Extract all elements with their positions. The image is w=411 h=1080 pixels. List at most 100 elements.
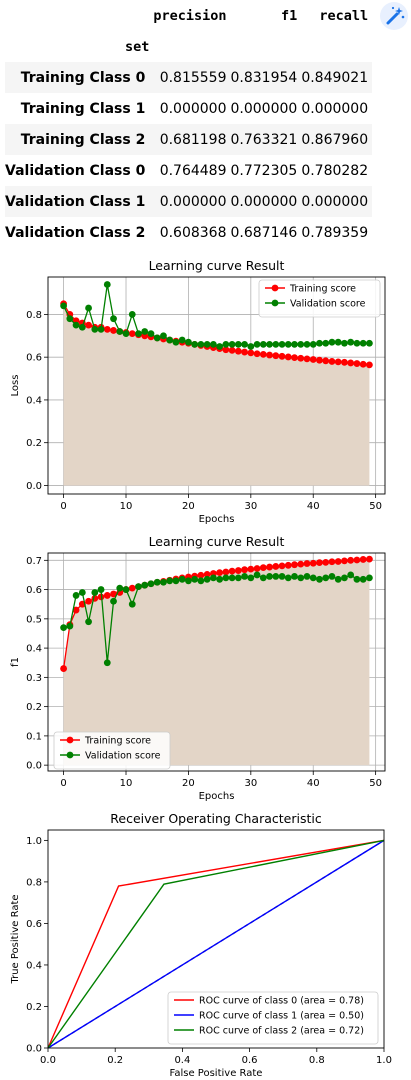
- training-score-point: [347, 556, 355, 564]
- legend-entry: Training score: [289, 284, 356, 295]
- validation-score-point: [160, 332, 167, 340]
- row-label: Validation Class 1: [5, 193, 146, 210]
- training-score-point: [284, 353, 292, 361]
- validation-score-point: [247, 343, 255, 350]
- chart-legend: ROC curve of class 0 (area = 0.78) ROC cu…: [167, 991, 379, 1045]
- column-header-f1: f1: [281, 7, 298, 24]
- validation-score-point: [91, 325, 99, 333]
- validation-score-point: [153, 334, 161, 342]
- legend-entry: ROC curve of class 0 (area = 0.78): [199, 996, 364, 1007]
- training-score-point: [303, 560, 311, 567]
- magic-wand-button[interactable]: [380, 2, 408, 30]
- training-score-point: [272, 352, 280, 360]
- x-tick-label: 30: [244, 501, 257, 512]
- validation-score-point: [291, 573, 298, 580]
- training-score-point: [328, 558, 336, 566]
- validation-score-point: [153, 578, 161, 586]
- validation-score-point: [110, 597, 117, 605]
- x-tick-label: 0.4: [174, 1055, 190, 1066]
- x-tick-label: 0: [60, 501, 66, 512]
- training-score-point: [128, 330, 136, 338]
- roc-curve-of-class-0-area-0-78-line: [47, 839, 385, 1049]
- training-score-point: [353, 360, 361, 367]
- validation-score-point: [141, 328, 149, 335]
- training-score-point: [241, 348, 248, 356]
- training-score-point: [85, 321, 92, 329]
- y-tick-label: 0.4: [26, 960, 42, 971]
- table-header-row: precision f1 recall: [5, 0, 372, 31]
- y-tick-label: 1.0: [26, 836, 42, 847]
- training-score-point: [228, 346, 236, 354]
- validation-score-point: [160, 578, 167, 586]
- training-score-point: [266, 563, 273, 571]
- validation-score-point: [316, 339, 323, 347]
- validation-score-point: [341, 574, 348, 582]
- training-score-point: [72, 606, 80, 614]
- validation-score-point: [116, 328, 124, 335]
- legend-entry: ROC curve of class 2 (area = 0.72): [199, 1026, 364, 1037]
- training-score-point: [365, 555, 373, 563]
- validation-score-point: [234, 574, 242, 582]
- validation-score-point: [97, 586, 105, 593]
- validation-score-point: [209, 574, 217, 582]
- x-tick-label: 0: [60, 778, 66, 789]
- validation-score-point: [197, 340, 205, 348]
- validation-score-point: [266, 573, 273, 580]
- validation-score-point: [334, 338, 342, 346]
- training-score-point: [322, 357, 330, 365]
- magic-wand-icon: [386, 6, 405, 25]
- training-score-point: [353, 556, 361, 564]
- table-row: Training Class 0 0.815559 0.831954 0.849…: [5, 62, 373, 93]
- y-tick-label: 0.0: [26, 481, 42, 492]
- validation-score-point: [85, 618, 92, 626]
- validation-score-point: [203, 575, 211, 583]
- training-score-point: [334, 358, 342, 366]
- validation-score-point: [234, 340, 242, 348]
- y-tick-label: 0.0: [26, 1044, 42, 1055]
- table-row: Training Class 1 0.000000 0.000000 0.000…: [5, 93, 372, 124]
- validation-score-point: [259, 574, 267, 582]
- chart-title: Learning curve Result: [149, 534, 285, 549]
- training-score-point: [309, 559, 317, 567]
- validation-score-point: [322, 339, 330, 347]
- training-score-point: [316, 559, 323, 567]
- validation-score-point: [278, 573, 286, 580]
- chart-legend: Training score Validation score: [53, 731, 171, 770]
- training-score-point: [128, 584, 136, 592]
- training-score-point: [316, 356, 323, 364]
- column-header-recall: recall: [319, 7, 369, 24]
- validation-score-point: [122, 586, 130, 593]
- validation-score-point: [284, 340, 292, 348]
- roc-curve-of-class-2-area-0-72-line: [47, 839, 385, 1049]
- validation-score-point: [116, 584, 124, 592]
- x-tick-label: 50: [369, 501, 382, 512]
- legend-marker-swatch: [271, 299, 279, 307]
- validation-score-point: [172, 577, 180, 585]
- validation-score-point: [222, 574, 230, 582]
- validation-score-point: [222, 340, 230, 348]
- validation-score-point: [78, 323, 86, 331]
- validation-score-point: [297, 574, 305, 582]
- validation-score-point: [347, 571, 355, 579]
- validation-score-point: [66, 315, 74, 323]
- plot-frame: [47, 552, 386, 772]
- training-score-point: [103, 592, 111, 599]
- row-label: Validation Class 0: [5, 162, 146, 179]
- training-score-point: [334, 558, 342, 565]
- validation-score-point: [278, 340, 286, 348]
- training-score-point: [347, 359, 355, 367]
- validation-score-point: [209, 340, 217, 348]
- recall-cell: 0.849021: [301, 69, 369, 86]
- validation-score-point: [334, 575, 342, 583]
- recall-cell: 0.867960: [301, 131, 369, 148]
- precision-cell: 0.000000: [159, 100, 227, 117]
- validation-score-point: [135, 330, 142, 338]
- validation-score-point: [353, 575, 361, 583]
- plot-frame: [47, 276, 386, 495]
- training-score-point: [341, 358, 348, 366]
- y-tick-label: 0.6: [26, 585, 42, 596]
- f1-learning-curve-chart: Learning curve Result 0 10 20 30 40 50 0.0 0.1 0.…: [10, 534, 386, 802]
- validation-score-point: [178, 575, 186, 583]
- validation-score-point: [172, 338, 180, 346]
- validation-score-point: [328, 573, 336, 580]
